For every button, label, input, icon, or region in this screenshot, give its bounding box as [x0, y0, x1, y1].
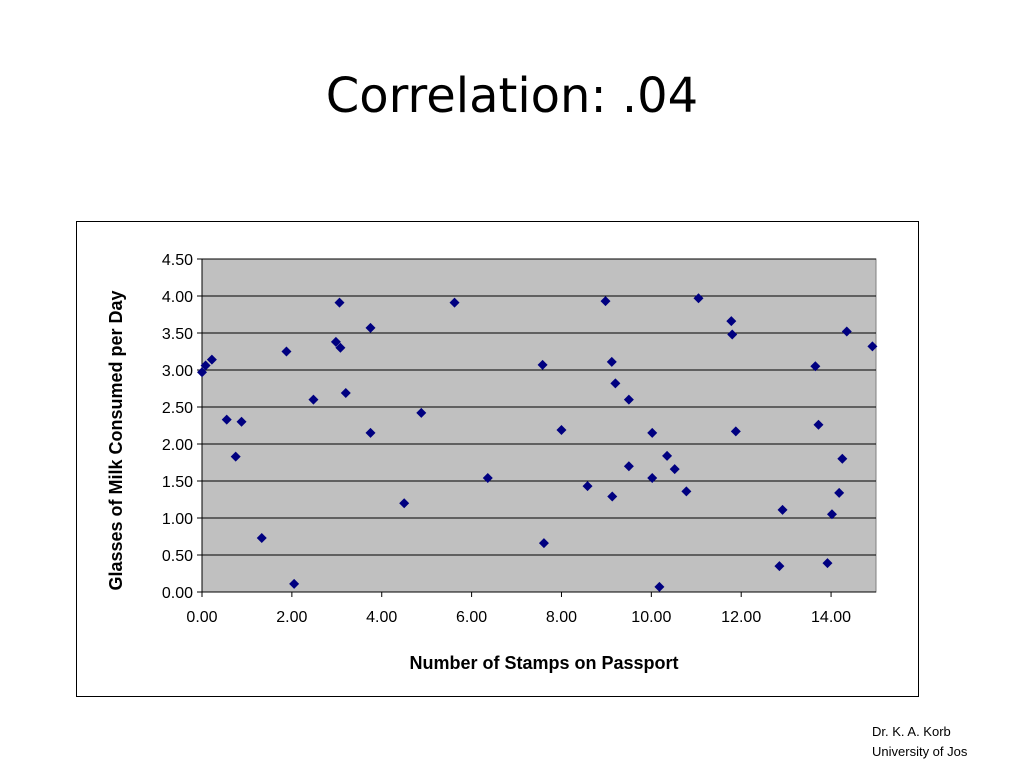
data-point [236, 416, 247, 427]
data-point [281, 346, 292, 357]
data-point [810, 361, 821, 372]
data-point [727, 329, 738, 340]
data-point [610, 378, 621, 389]
y-tick-label: 0.00 [162, 585, 193, 602]
data-point [726, 316, 737, 327]
data-point [582, 481, 593, 492]
data-point [256, 532, 267, 543]
data-point [647, 427, 658, 438]
data-point [647, 473, 658, 484]
data-points [197, 293, 878, 592]
data-point [416, 407, 427, 418]
data-point [221, 414, 232, 425]
data-point [841, 326, 852, 337]
data-point [330, 336, 341, 347]
footer-author: Dr. K. A. Korb [872, 724, 951, 739]
x-tick-label: 8.00 [546, 609, 577, 626]
footer-institution: University of Jos [872, 744, 968, 759]
data-point [822, 558, 833, 569]
data-point [607, 491, 618, 502]
data-point [289, 578, 300, 589]
x-axis-label: Number of Stamps on Passport [409, 653, 678, 673]
data-point [623, 461, 634, 472]
y-tick-label: 1.00 [162, 511, 193, 528]
y-tick-label: 4.00 [162, 289, 193, 306]
data-point [834, 487, 845, 498]
data-point [340, 387, 351, 398]
gridlines [202, 258, 876, 556]
data-point [777, 504, 788, 515]
data-point [730, 426, 741, 437]
slide-title: Correlation: .04 [325, 68, 699, 124]
data-point [606, 356, 617, 367]
data-point [399, 498, 410, 509]
data-point [365, 427, 376, 438]
data-point [837, 453, 848, 464]
y-tick-label: 0.50 [162, 548, 193, 565]
y-tick-label: 1.50 [162, 474, 193, 491]
data-point [230, 451, 241, 462]
x-tick-label: 0.00 [186, 609, 217, 626]
data-point [867, 341, 878, 352]
data-point [200, 360, 211, 371]
chart-frame: 0.00 0.50 1.00 1.50 2.00 2.50 3.00 3.50 4.00 4.50… [76, 221, 919, 697]
data-point [623, 394, 634, 405]
y-tick-label: 3.00 [162, 363, 193, 380]
plot-area [201, 258, 877, 593]
y-axis-label: Glasses of Milk Consumed per Day [106, 290, 126, 590]
footer: Dr. K. A. Korb University of Jos [872, 722, 1002, 762]
data-point [365, 322, 376, 333]
data-point [693, 293, 704, 304]
axes [197, 258, 876, 597]
data-point [669, 464, 680, 475]
data-point [335, 342, 346, 353]
data-point [482, 473, 493, 484]
data-point [662, 450, 673, 461]
data-point [449, 297, 460, 308]
tick-labels: 0.00 0.50 1.00 1.50 2.00 2.50 3.00 3.50 4.00 4.50… [162, 252, 851, 626]
data-point [600, 296, 611, 307]
y-tick-label: 3.50 [162, 326, 193, 343]
scatter-chart: 0.00 0.50 1.00 1.50 2.00 2.50 3.00 3.50 4.00 4.50… [106, 252, 878, 673]
x-tick-label: 4.00 [366, 609, 397, 626]
y-tick-label: 2.00 [162, 437, 193, 454]
data-point [206, 354, 217, 365]
y-tick-label: 2.50 [162, 400, 193, 417]
data-point [334, 297, 345, 308]
x-tick-label: 14.00 [811, 609, 851, 626]
data-point [197, 367, 207, 378]
x-tick-label: 2.00 [276, 609, 307, 626]
data-point [308, 394, 319, 405]
data-point [654, 581, 665, 592]
x-tick-label: 6.00 [456, 609, 487, 626]
data-point [538, 538, 549, 549]
data-point [681, 486, 692, 497]
data-point [774, 561, 785, 572]
x-tick-label: 12.00 [721, 609, 761, 626]
data-point [813, 419, 824, 430]
data-point [537, 359, 548, 370]
y-tick-label: 4.50 [162, 252, 193, 269]
data-point [826, 509, 837, 520]
x-tick-label: 10.00 [631, 609, 671, 626]
data-point [556, 424, 567, 435]
